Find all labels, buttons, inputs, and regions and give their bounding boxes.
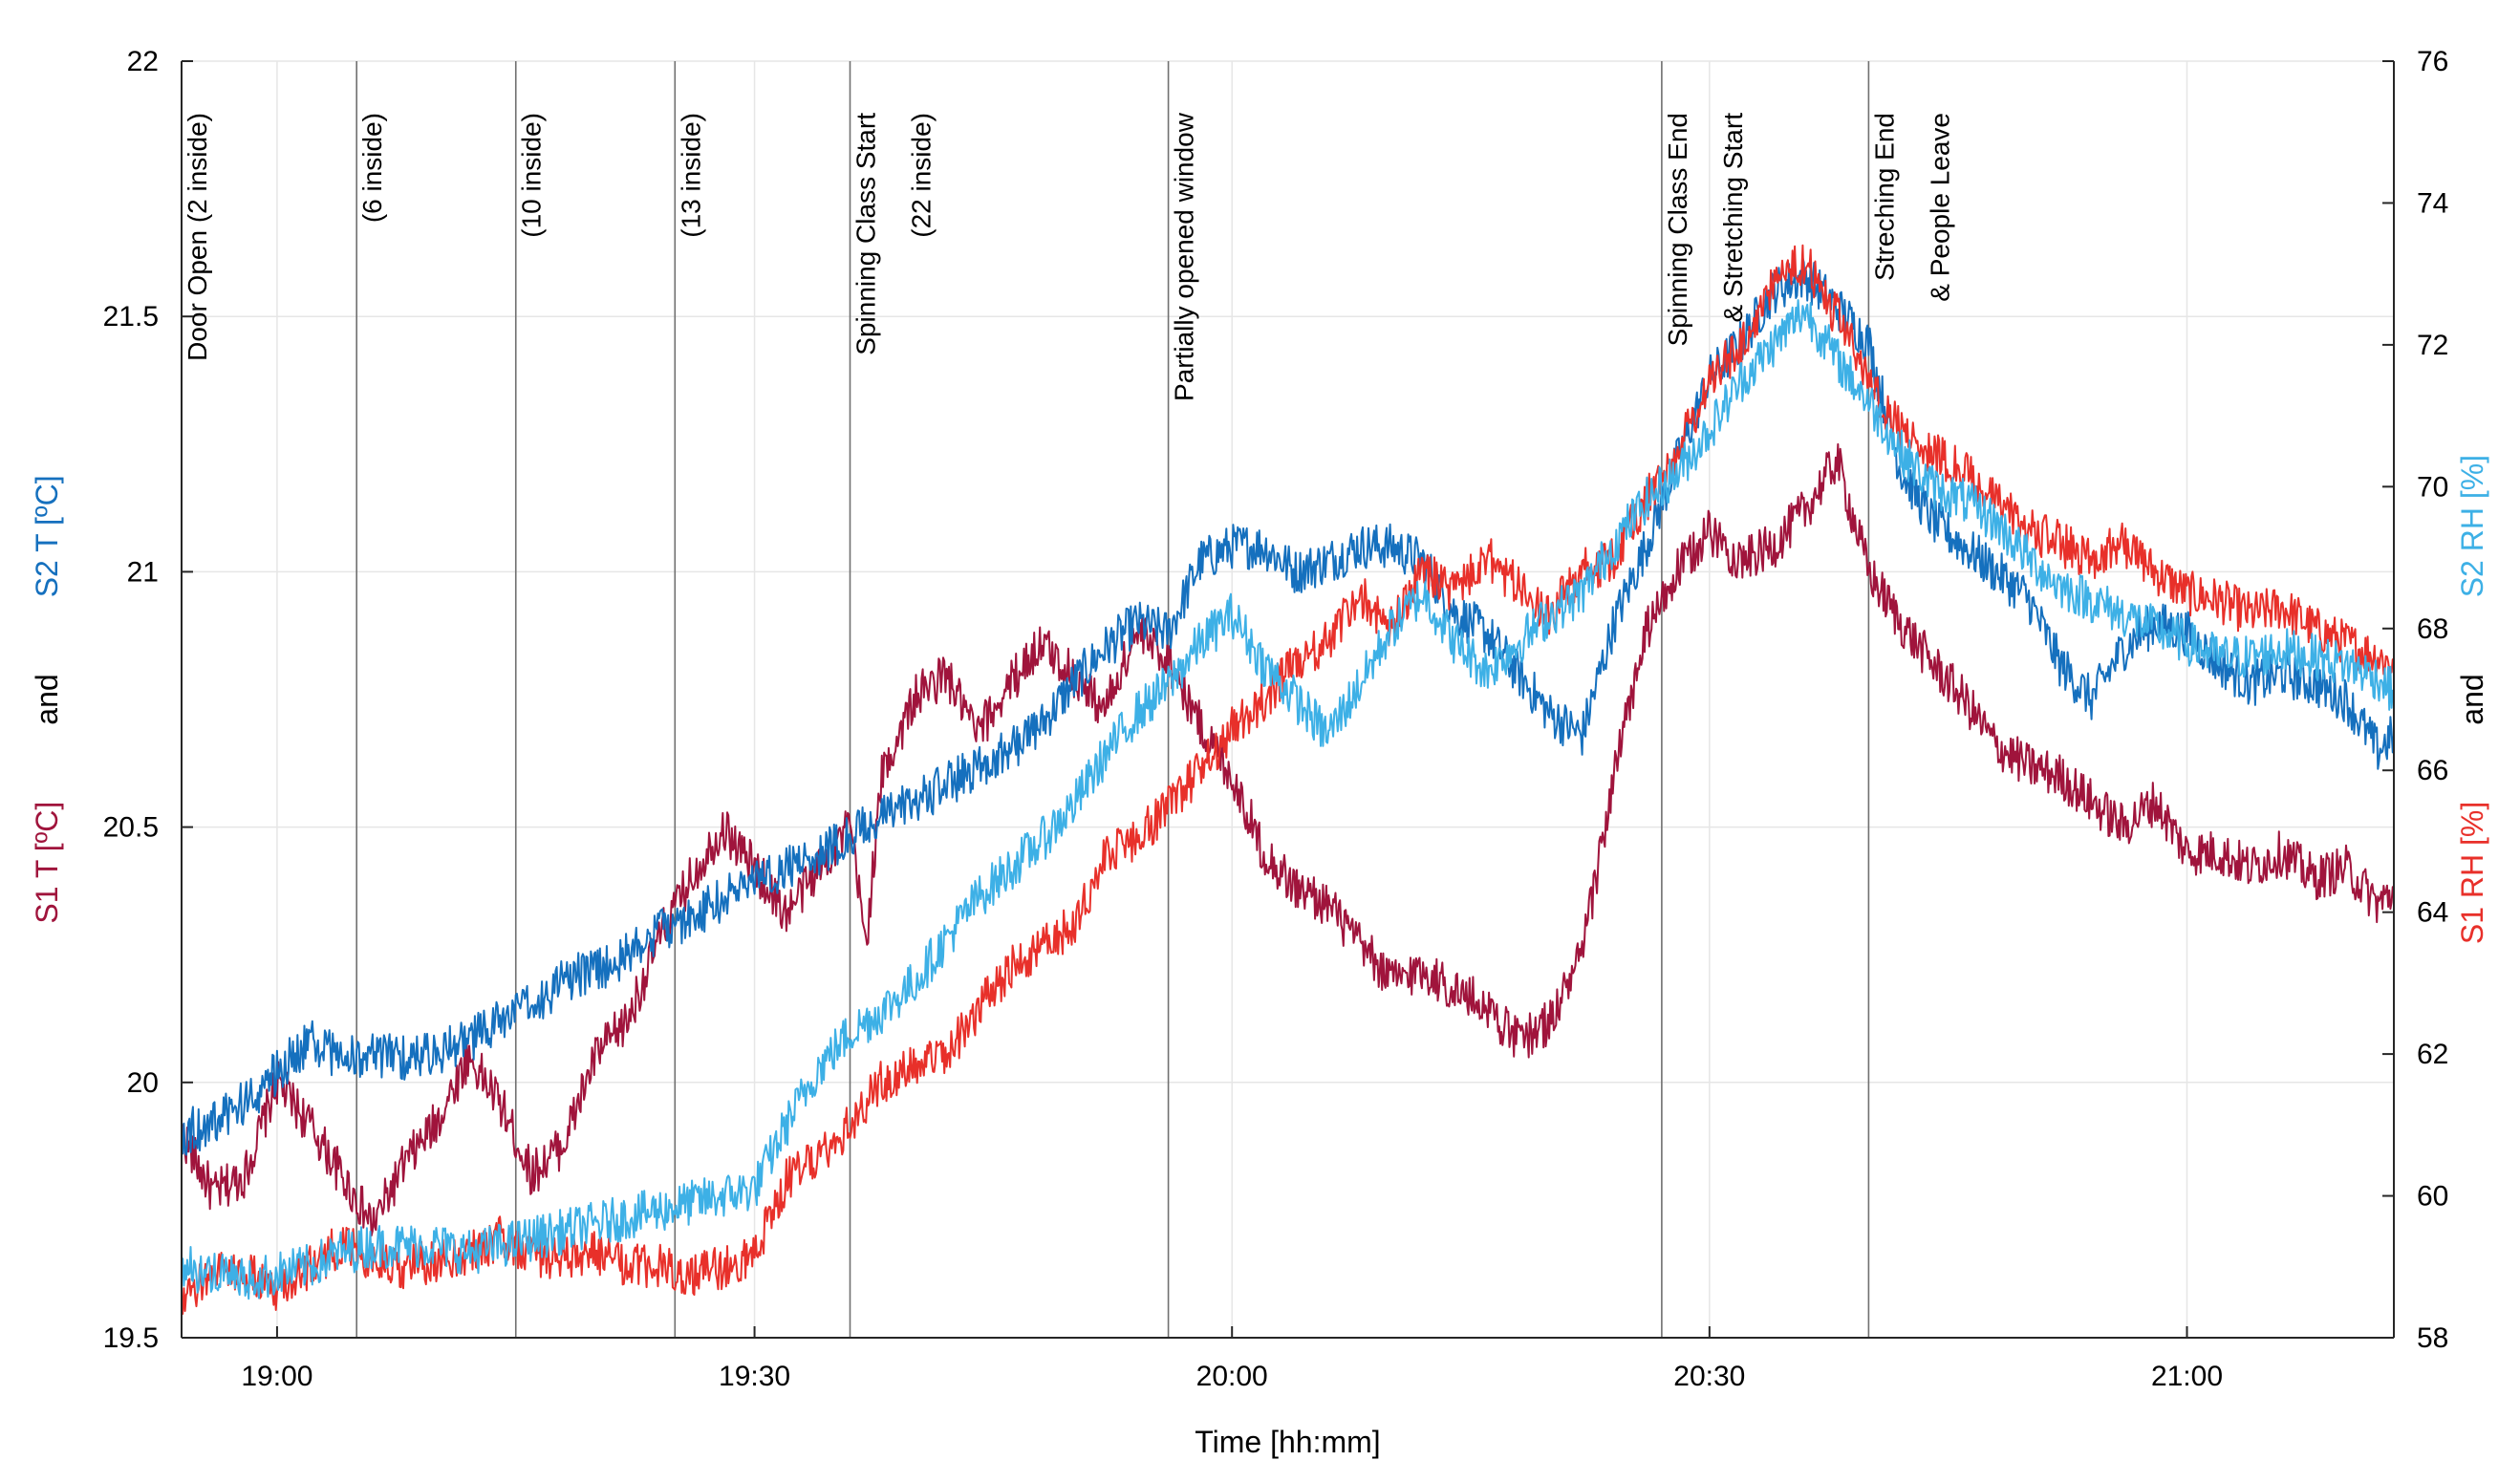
event-label: Spinning Class End <box>1663 113 1692 346</box>
event-label: (6 inside) <box>357 113 387 223</box>
y-left-tick-label: 22 <box>127 46 159 77</box>
y-left-tick-label: 21.5 <box>103 301 159 333</box>
y-left-title-part: and <box>30 674 64 801</box>
y-right-title-part: and <box>2455 674 2489 801</box>
y-left-tick-label: 20 <box>127 1067 159 1099</box>
x-tick-label: 20:00 <box>1196 1361 1268 1392</box>
event-label: Streching End <box>1869 113 1899 281</box>
series-layer <box>181 244 2395 1315</box>
series-line <box>181 442 2395 1237</box>
x-axis-title: Time [hh:mm] <box>1195 1425 1380 1459</box>
y-right-tick-label: 58 <box>2417 1322 2448 1354</box>
event-label: (10 inside) <box>517 113 547 238</box>
x-tick-label: 19:00 <box>241 1361 312 1392</box>
event-label: & People Leave <box>1925 113 1954 302</box>
y-left-axis-title: S1 T [ºC] and S2 T [ºC] <box>30 475 64 923</box>
y-left-title-part: S2 T [ºC] <box>30 475 64 674</box>
y-left-tick-label: 21 <box>127 556 159 588</box>
y-right-tick-label: 76 <box>2417 46 2448 77</box>
series-line <box>181 256 2395 1156</box>
y-right-tick-label: 64 <box>2417 897 2448 929</box>
label-layer: Time [hh:mm] S1 T [ºC] and S2 T [ºC] S1 RH… <box>30 455 2489 1459</box>
axis-layer: 19.5 20 20.5 21 21.5 22 58 60 62 64 66 68 70 72 74 76 19… <box>103 46 2449 1392</box>
x-tick-label: 19:30 <box>719 1361 790 1392</box>
y-left-title-part: S1 T [ºC] <box>30 802 64 924</box>
x-tick-label: 21:00 <box>2151 1361 2223 1392</box>
y-right-tick-label: 74 <box>2417 187 2448 219</box>
event-label: & Stretching Start <box>1718 113 1748 323</box>
y-right-tick-label: 70 <box>2417 471 2448 503</box>
series-line <box>181 299 2395 1300</box>
y-left-tick-label: 20.5 <box>103 812 159 844</box>
event-layer: Door Open (2 inside) (6 inside) (10 inside… <box>181 61 1954 1338</box>
event-label: Spinning Class Start <box>851 113 880 355</box>
event-label: Door Open (2 inside) <box>183 113 212 361</box>
series-line <box>181 244 2395 1315</box>
y-right-title-part: S2 RH [%] <box>2455 455 2489 674</box>
x-tick-label: 20:30 <box>1673 1361 1745 1392</box>
event-label: (13 inside) <box>676 113 705 238</box>
y-right-title-part: S1 RH [%] <box>2455 802 2489 944</box>
y-right-tick-label: 72 <box>2417 330 2448 361</box>
y-right-axis-title: S1 RH [%] and S2 RH [%] <box>2455 455 2489 944</box>
y-right-tick-label: 60 <box>2417 1181 2448 1213</box>
y-right-tick-label: 66 <box>2417 755 2448 786</box>
y-right-tick-label: 62 <box>2417 1039 2448 1070</box>
event-label: Partially opened window <box>1170 112 1199 401</box>
y-left-tick-label: 19.5 <box>103 1322 159 1354</box>
event-label: (22 inside) <box>906 113 936 238</box>
y-right-tick-label: 68 <box>2417 613 2448 645</box>
